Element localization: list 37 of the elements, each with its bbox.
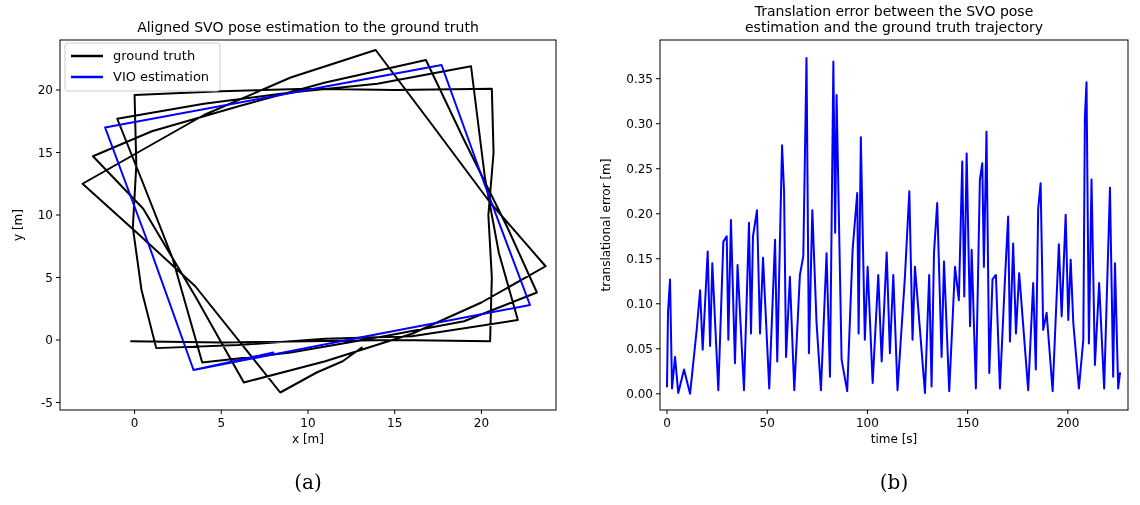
y-tick-label: 0.35 [626, 71, 653, 86]
x-tick-label: 20 [473, 416, 490, 430]
y-tick-label: 5 [45, 270, 53, 285]
x-axis-title: x [m] [292, 432, 324, 446]
chart-title: Aligned SVO pose estimation to the ground truth [137, 19, 479, 35]
y-tick-label: -5 [41, 395, 53, 410]
y-tick-label: 0.20 [626, 206, 653, 221]
legend-label: ground truth [113, 48, 196, 63]
text: (a) [294, 470, 322, 494]
x-tick-label: 0 [663, 416, 671, 430]
x-tick-label: 0 [130, 416, 139, 430]
x-tick-label: 150 [956, 416, 980, 430]
x-tick-label: 10 [300, 416, 316, 430]
y-tick-label: 0.15 [626, 251, 653, 266]
x-tick-label: 200 [1056, 416, 1080, 430]
y-tick-label: 0 [45, 333, 53, 347]
y-tick-label: 0.30 [626, 116, 653, 131]
y-axis-title: translational error [m] [599, 158, 613, 292]
x-tick-label: 5 [217, 416, 226, 430]
line-series [81, 49, 547, 394]
y-tick-label: 0.25 [626, 161, 653, 176]
y-tick-label: 10 [37, 208, 53, 222]
y-axis-title: y [m] [11, 209, 25, 241]
x-tick-label: 15 [387, 416, 403, 430]
line-series [104, 64, 531, 371]
legend-label: VIO estimation [113, 69, 210, 84]
text: (b) [879, 470, 909, 494]
x-tick-label: 50 [759, 416, 775, 430]
y-tick-label: 0.10 [626, 296, 653, 311]
x-axis-title: time [s] [870, 432, 918, 446]
y-tick-label: 15 [37, 145, 53, 160]
y-tick-label: 20 [37, 83, 53, 97]
y-tick-label: 0.05 [626, 341, 653, 356]
line-series [666, 57, 1121, 395]
chart-title: Translation error between the SVO pose estimation and the ground truth trajectory [744, 3, 1044, 35]
y-tick-label: 0.00 [626, 386, 653, 401]
x-tick-label: 100 [855, 416, 879, 430]
